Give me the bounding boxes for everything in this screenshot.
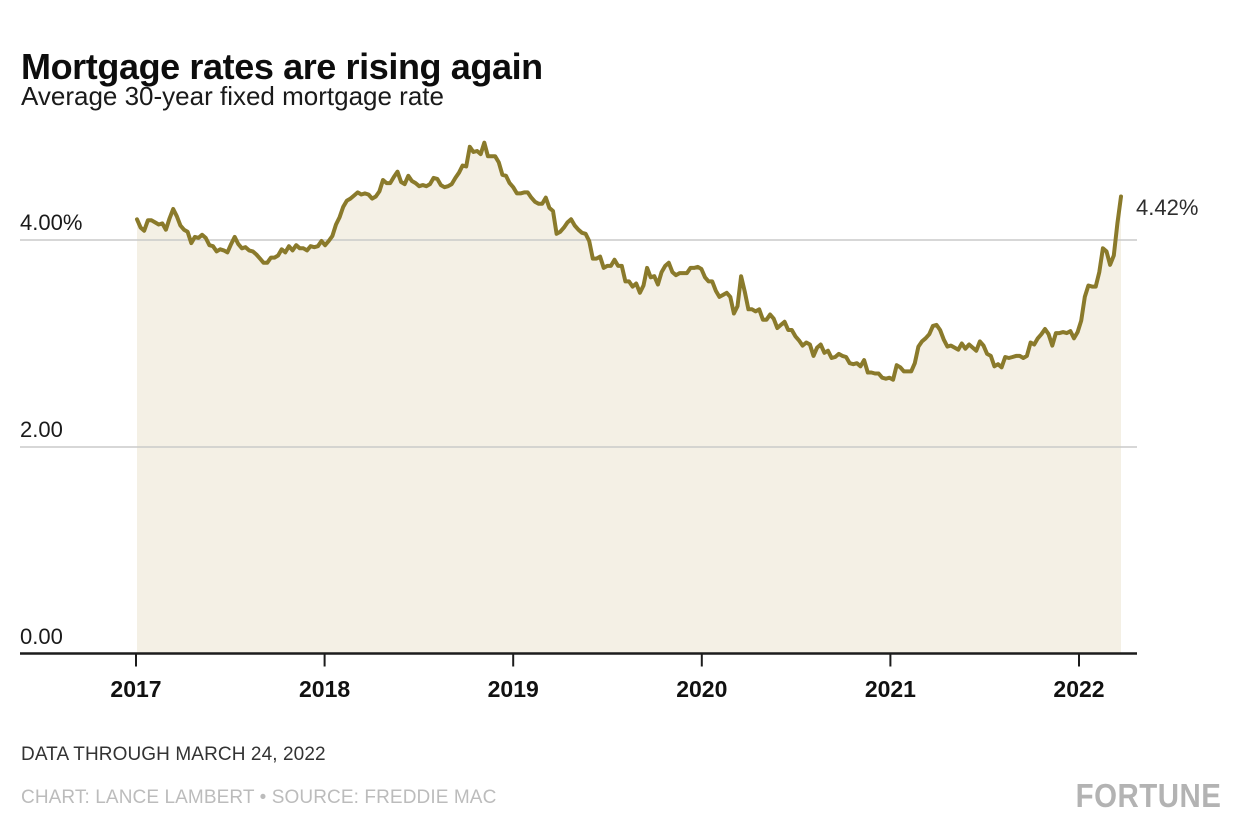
rate-line [135, 140, 1123, 382]
chart-source-credit: CHART: LANCE LAMBERT • SOURCE: FREDDIE M… [21, 787, 497, 808]
area-fill [137, 142, 1121, 654]
y-axis-label: 2.00 [20, 417, 63, 442]
x-axis-label-2021: 2021 [865, 676, 916, 702]
y-axis-label: 4.00% [20, 210, 82, 235]
end-value-label: 4.42% [1136, 195, 1198, 220]
y-axis-label: 0.00 [20, 624, 63, 649]
x-axis-label-2017: 2017 [110, 676, 161, 702]
data-through-note: DATA THROUGH MARCH 24, 2022 [21, 744, 326, 765]
x-axis-label-2019: 2019 [488, 676, 539, 702]
fortune-logo: FORTUNE [1075, 776, 1221, 815]
x-axis-label-2020: 2020 [676, 676, 727, 702]
chart-subtitle: Average 30-year fixed mortgage rate [21, 81, 444, 111]
x-axis-label-2018: 2018 [299, 676, 350, 702]
page-title: Mortgage rates are rising again [21, 46, 543, 88]
x-axis-label-2022: 2022 [1053, 676, 1104, 702]
